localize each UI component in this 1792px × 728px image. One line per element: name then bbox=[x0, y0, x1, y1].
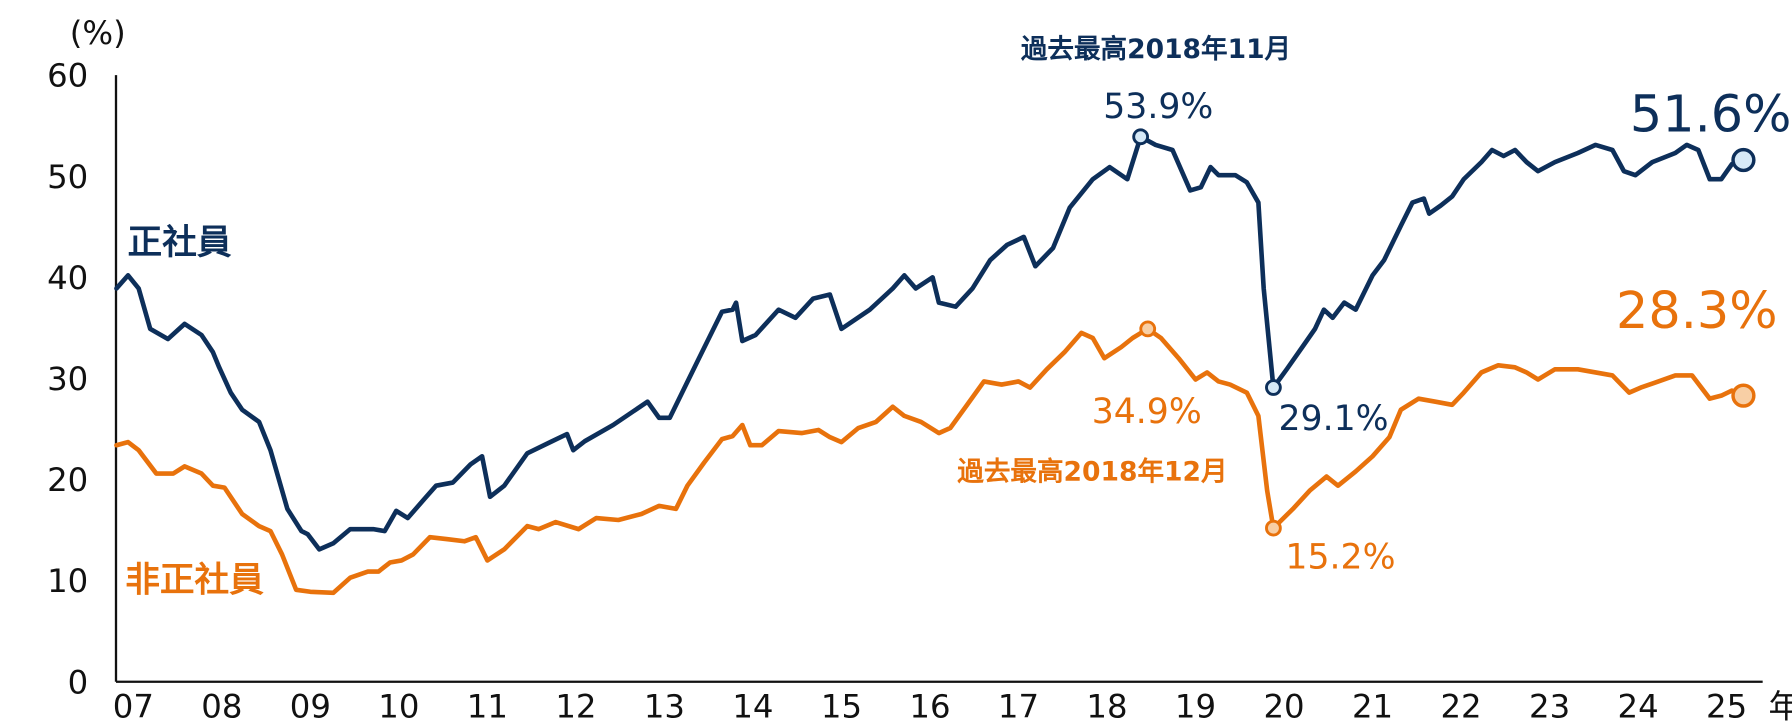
regular-latest-value: 51.6% bbox=[1630, 85, 1791, 144]
y-tick-label: 10 bbox=[47, 562, 88, 600]
y-tick-label: 50 bbox=[47, 158, 88, 196]
x-tick-label: 16 bbox=[909, 688, 950, 726]
y-axis-unit-label: (%) bbox=[70, 14, 126, 52]
y-tick-label: 60 bbox=[47, 57, 88, 95]
regular-peak-value: 53.9% bbox=[1103, 87, 1213, 127]
x-tick-label: 14 bbox=[732, 688, 773, 726]
y-tick-label: 30 bbox=[47, 360, 88, 398]
regular-highlight-marker bbox=[1132, 128, 1150, 146]
nonregular-peak-caption: 過去最高2018年12月 bbox=[957, 457, 1227, 488]
x-tick-label: 11 bbox=[467, 688, 508, 726]
x-tick-label: 21 bbox=[1352, 688, 1393, 726]
x-tick-label: 08 bbox=[201, 688, 242, 726]
regular-employee-line bbox=[114, 134, 1746, 552]
x-tick-label: 10 bbox=[378, 688, 419, 726]
x-tick-label: 17 bbox=[998, 688, 1039, 726]
nonregular-employee-line bbox=[114, 326, 1746, 596]
x-axis-ticks: 07 08 09 10 11 12 13 14 15 16 17 18 19 20 21 22 23 24 25 bbox=[113, 688, 1747, 726]
x-tick-label: 20 bbox=[1263, 688, 1304, 726]
x-axis-unit-label: 年 bbox=[1768, 688, 1792, 726]
x-tick-label: 23 bbox=[1529, 688, 1570, 726]
x-tick-label: 19 bbox=[1175, 688, 1216, 726]
x-tick-label: 12 bbox=[555, 688, 596, 726]
x-tick-label: 24 bbox=[1618, 688, 1659, 726]
y-axis-ticks: 0 10 20 30 40 50 60 bbox=[47, 57, 88, 702]
x-tick-label: 22 bbox=[1440, 688, 1481, 726]
regular-series-label: 正社員 bbox=[128, 223, 232, 263]
x-tick-label: 18 bbox=[1086, 688, 1127, 726]
nonregular-peak-value: 34.9% bbox=[1092, 392, 1202, 432]
regular-peak-caption: 過去最高2018年11月 bbox=[1021, 34, 1291, 65]
x-tick-label: 09 bbox=[290, 688, 331, 726]
nonregular-highlight-marker bbox=[1265, 519, 1282, 537]
regular-trough-value: 29.1% bbox=[1278, 399, 1388, 439]
x-tick-label: 25 bbox=[1706, 688, 1747, 726]
nonregular-latest-value: 28.3% bbox=[1616, 281, 1777, 340]
x-tick-label: 13 bbox=[644, 688, 685, 726]
x-tick-label: 15 bbox=[821, 688, 862, 726]
y-tick-label: 40 bbox=[47, 259, 88, 297]
regular-highlight-marker bbox=[1731, 147, 1756, 173]
y-tick-label: 20 bbox=[47, 461, 88, 499]
nonregular-highlight-marker bbox=[1139, 320, 1157, 338]
y-tick-label: 0 bbox=[68, 663, 89, 701]
nonregular-trough-value: 15.2% bbox=[1285, 538, 1395, 578]
regular-highlight-marker bbox=[1265, 379, 1282, 396]
nonregular-series-label: 非正社員 bbox=[125, 561, 264, 601]
x-tick-label: 07 bbox=[113, 688, 154, 726]
nonregular-highlight-marker bbox=[1731, 383, 1756, 408]
series-markers bbox=[1132, 128, 1756, 537]
series-lines bbox=[114, 134, 1746, 596]
